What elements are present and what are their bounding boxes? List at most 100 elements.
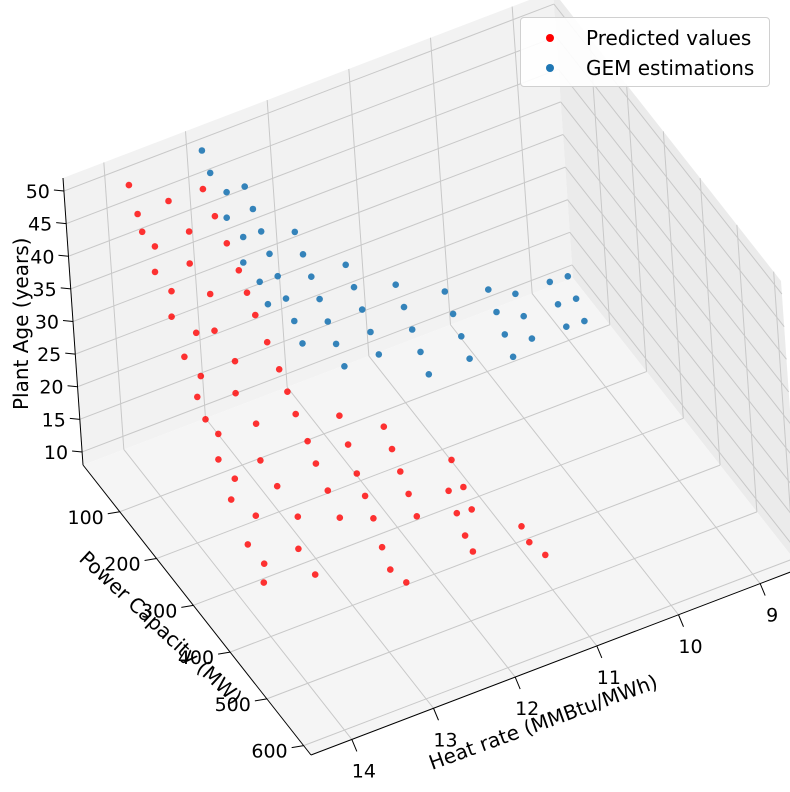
point-predicted — [273, 482, 281, 490]
x-tick-mark — [678, 614, 684, 627]
z-tick-label: 40 — [30, 246, 54, 268]
point-gem — [528, 335, 536, 342]
point-predicted — [138, 228, 146, 236]
point-gem — [441, 288, 449, 295]
grid-line-x-floor — [286, 386, 516, 678]
point-predicted — [206, 290, 214, 298]
grid-line-y-floor — [193, 417, 684, 606]
point-gem — [417, 348, 424, 356]
point-predicted — [370, 515, 377, 522]
grid-line-z-wall — [66, 36, 557, 225]
point-predicted — [294, 513, 302, 520]
point-gem — [206, 169, 214, 177]
point-predicted — [223, 240, 231, 247]
point-predicted — [324, 487, 332, 494]
grid-line-z-side — [567, 199, 790, 484]
point-gem — [342, 261, 350, 269]
legend-item-gem: GEM estimations — [521, 53, 754, 83]
z-tick-label: 15 — [42, 409, 66, 431]
grid-line-z-wall — [70, 101, 561, 290]
point-predicted — [168, 313, 175, 321]
point-predicted — [405, 490, 412, 498]
point-predicted — [460, 483, 467, 491]
point-predicted — [284, 388, 291, 396]
point-gem — [239, 233, 247, 241]
point-predicted — [215, 456, 222, 463]
x-tick-mark — [596, 645, 603, 659]
point-predicted — [192, 329, 200, 337]
point-predicted — [304, 437, 311, 445]
point-predicted — [388, 445, 396, 453]
z-tick-label: 50 — [26, 181, 50, 203]
point-gem — [512, 290, 519, 298]
grid-line-y-floor — [266, 511, 758, 700]
point-gem — [493, 308, 500, 316]
grid-line-y-floor — [119, 324, 610, 513]
x-tick-mark — [433, 708, 439, 721]
z-tick-label: 30 — [35, 312, 59, 334]
point-predicted — [453, 509, 461, 517]
point-gem — [241, 183, 248, 190]
grid-line-z-wall — [75, 166, 566, 355]
point-predicted — [336, 514, 344, 521]
point-gem — [249, 205, 257, 213]
point-gem — [264, 300, 272, 308]
point-predicted — [244, 541, 252, 548]
y-tick-label: 300 — [141, 600, 177, 622]
point-predicted — [526, 538, 533, 546]
back-pane-capacity — [63, 0, 573, 465]
y-tick-mark — [254, 698, 267, 702]
legend-marker-predicted — [546, 34, 554, 42]
point-gem — [291, 228, 299, 236]
point-gem — [358, 306, 366, 313]
grid-line-y-floor — [229, 464, 721, 653]
point-predicted — [461, 532, 469, 539]
point-gem — [581, 317, 588, 325]
tick-labels: 9 10 11 12 13 14 100 200 300 400 500 600 10 15 20 25 30 3… — [26, 181, 778, 782]
point-gem — [400, 303, 408, 311]
z-tick-label: 25 — [37, 344, 61, 366]
z-tick-mark — [65, 352, 76, 355]
point-gem — [299, 251, 307, 258]
point-predicted — [186, 260, 193, 267]
grid-line-z-wall — [68, 68, 559, 257]
grid-line-x-floor — [531, 293, 761, 584]
point-predicted — [211, 212, 219, 220]
x-tick-label: 11 — [597, 667, 621, 689]
grid-line-z-wall — [72, 134, 564, 322]
legend-marker-gem — [546, 64, 554, 72]
y-tick-label: 100 — [68, 507, 104, 529]
point-gem — [223, 214, 230, 221]
x-tick-label: 13 — [433, 729, 457, 751]
point-gem — [392, 281, 400, 289]
legend-label-predicted: Predicted values — [586, 26, 752, 50]
point-gem — [509, 353, 517, 361]
point-gem — [316, 295, 323, 303]
point-predicted — [260, 579, 268, 586]
point-predicted — [252, 512, 260, 519]
point-gem — [240, 259, 247, 266]
point-predicted — [413, 513, 421, 520]
grid-line-z-side — [569, 232, 790, 514]
point-gem — [375, 351, 383, 358]
point-predicted — [469, 548, 477, 555]
point-gem — [546, 278, 554, 286]
point-predicted — [275, 366, 283, 373]
grid-line-y-floor — [156, 371, 647, 560]
x-tick-mark — [351, 739, 358, 752]
legend-item-predicted: Predicted values — [521, 23, 751, 53]
z-tick-mark — [56, 222, 67, 225]
x-tick-mark — [759, 583, 766, 596]
grid-lines — [63, 3, 790, 747]
z-tick-label: 35 — [33, 279, 57, 301]
point-predicted — [243, 289, 251, 297]
z-tick-label: 20 — [39, 377, 63, 399]
point-predicted — [311, 571, 319, 578]
y-axis-line — [82, 464, 312, 756]
point-gem — [485, 286, 492, 293]
point-predicted — [151, 268, 159, 276]
grid-line-z-wall — [77, 199, 568, 388]
grid-line-z-side — [560, 101, 790, 393]
point-predicted — [231, 357, 239, 365]
point-predicted — [260, 560, 268, 567]
